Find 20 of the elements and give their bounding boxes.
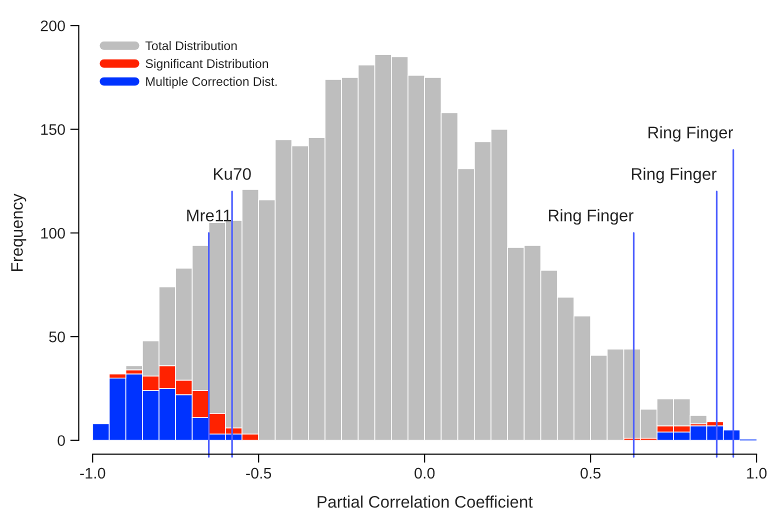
legend-label: Significant Distribution [146,58,268,71]
y-axis-title: Frequency [11,194,26,271]
y-tick-label: 200 [40,20,65,32]
ref-line-label: Ring Finger [548,209,634,225]
y-tick-label: 0 [58,435,65,446]
ref-line-label: Mre11 [187,210,232,222]
ref-line-label: Ring Finger [648,126,734,142]
y-tick-label: 50 [49,332,65,342]
x-tick-label: 0.5 [580,468,601,479]
ref-line-label: Ring Finger [632,168,716,184]
x-tick-label: -1.0 [80,468,106,479]
x-tick-label: 1.0 [747,468,767,479]
y-tick-label: 100 [41,228,65,239]
y-tick-label: 150 [41,124,65,135]
x-tick-label: -0.5 [246,468,272,479]
ref-line-label: Ku70 [214,168,251,180]
x-axis-title: Partial Correlation Coefficient [318,496,533,508]
legend-label: Total Distribution [145,40,237,50]
legend-label: Multiple Correction Dist. [146,76,277,88]
x-tick-label: 0.0 [414,468,435,479]
